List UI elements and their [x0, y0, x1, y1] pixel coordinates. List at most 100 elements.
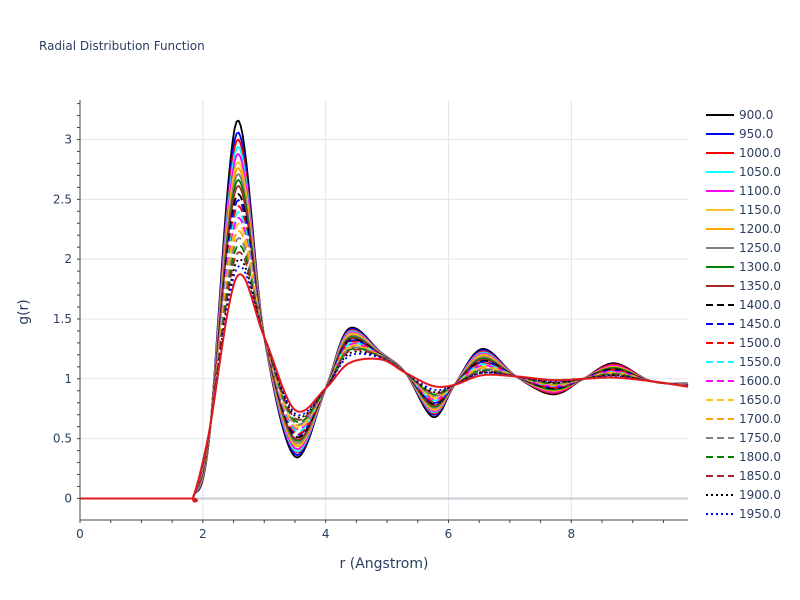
- legend-item[interactable]: 1800.0: [704, 447, 796, 466]
- legend-label: 1450.0: [739, 316, 781, 331]
- series-line: [80, 173, 689, 503]
- x-tick-label: 8: [567, 527, 575, 541]
- series-line: [80, 138, 689, 502]
- legend-item[interactable]: 950.0: [704, 124, 796, 143]
- legend-swatch: [706, 151, 734, 154]
- legend-label: 1200.0: [739, 221, 781, 236]
- legend-label: 1800.0: [739, 449, 781, 464]
- legend-item[interactable]: 1950.0: [704, 504, 796, 523]
- legend-swatch: [706, 227, 734, 230]
- series-line: [80, 184, 689, 503]
- series-line: [80, 178, 689, 503]
- legend-swatch: [706, 113, 734, 116]
- legend-label: 950.0: [739, 126, 774, 141]
- series-line: [80, 265, 689, 503]
- y-tick-label: 2: [64, 252, 72, 266]
- legend-item[interactable]: 1300.0: [704, 257, 796, 276]
- y-tick-label: 3: [64, 132, 72, 146]
- legend-item[interactable]: 1050.0: [704, 162, 796, 181]
- x-tick-label: 0: [76, 527, 84, 541]
- series-line: [80, 152, 689, 503]
- legend-swatch: [706, 208, 734, 211]
- legend-swatch: [706, 246, 734, 249]
- legend-swatch: [706, 265, 734, 268]
- legend-item[interactable]: 1700.0: [704, 409, 796, 428]
- series-line: [80, 145, 689, 502]
- legend-swatch: [706, 189, 734, 192]
- legend-item[interactable]: 1750.0: [704, 428, 796, 447]
- legend-swatch: [706, 512, 734, 515]
- series-line: [80, 258, 689, 503]
- legend-item[interactable]: 1500.0: [704, 333, 796, 352]
- series-layer: [80, 119, 689, 503]
- series-line: [80, 161, 689, 503]
- chart-title: Radial Distribution Function: [39, 39, 205, 53]
- legend-swatch: [706, 455, 734, 458]
- y-tick-label: 2.5: [53, 192, 72, 206]
- legend-label: 1500.0: [739, 335, 781, 350]
- legend-label: 1350.0: [739, 278, 781, 293]
- legend-label: 900.0: [739, 107, 774, 122]
- legend-label: 1600.0: [739, 373, 781, 388]
- legend-label: 1900.0: [739, 487, 781, 502]
- legend-item[interactable]: 1450.0: [704, 314, 796, 333]
- legend-label: 1250.0: [739, 240, 781, 255]
- series-line: [80, 167, 689, 503]
- legend-swatch: [706, 322, 734, 325]
- legend-item[interactable]: 1000.0: [704, 143, 796, 162]
- series-line: [80, 199, 689, 503]
- x-tick-label: 4: [322, 527, 330, 541]
- legend-swatch: [706, 493, 734, 496]
- legend-swatch: [706, 341, 734, 344]
- legend-item[interactable]: 1100.0: [704, 181, 796, 200]
- legend-swatch: [706, 474, 734, 477]
- legend-item[interactable]: 1850.0: [704, 466, 796, 485]
- axes: 0 2 4 6 8 0 0.5 1 1.5 2 2.5 3: [53, 100, 688, 541]
- legend-swatch: [706, 284, 734, 287]
- series-line: [80, 229, 689, 503]
- series-line: [80, 222, 689, 503]
- legend-label: 1300.0: [739, 259, 781, 274]
- grid: [80, 100, 688, 520]
- legend-item[interactable]: 1400.0: [704, 295, 796, 314]
- legend-label: 1000.0: [739, 145, 781, 160]
- legend-item[interactable]: 1350.0: [704, 276, 796, 295]
- legend-swatch: [706, 170, 734, 173]
- legend-swatch: [706, 132, 734, 135]
- legend-item[interactable]: 1200.0: [704, 219, 796, 238]
- legend-label: 1650.0: [739, 392, 781, 407]
- legend-item[interactable]: 1250.0: [704, 238, 796, 257]
- x-tick-label: 6: [445, 527, 453, 541]
- legend: 900.0 950.0 1000.0 1050.0 1100.0 1150.0 1200.0…: [704, 105, 796, 523]
- legend-label: 1400.0: [739, 297, 781, 312]
- legend-item[interactable]: 1650.0: [704, 390, 796, 409]
- legend-item[interactable]: 1900.0: [704, 485, 796, 504]
- legend-swatch: [706, 436, 734, 439]
- y-tick-label: 0: [64, 491, 72, 505]
- legend-label: 1050.0: [739, 164, 781, 179]
- legend-label: 1850.0: [739, 468, 781, 483]
- y-tick-label: 1: [64, 372, 72, 386]
- legend-label: 1750.0: [739, 430, 781, 445]
- x-tick-label: 2: [199, 527, 207, 541]
- series-line: [80, 193, 689, 503]
- legend-swatch: [706, 360, 734, 363]
- legend-label: 1550.0: [739, 354, 781, 369]
- legend-item[interactable]: 1550.0: [704, 352, 796, 371]
- series-line: [80, 205, 689, 503]
- legend-label: 1700.0: [739, 411, 781, 426]
- legend-label: 1100.0: [739, 183, 781, 198]
- legend-item[interactable]: 1600.0: [704, 371, 796, 390]
- legend-item[interactable]: 900.0: [704, 105, 796, 124]
- y-axis-label: g(r): [16, 299, 32, 325]
- legend-swatch: [706, 379, 734, 382]
- legend-item[interactable]: 1150.0: [704, 200, 796, 219]
- series-line: [80, 131, 688, 502]
- series-line: [80, 273, 689, 503]
- legend-swatch: [706, 303, 734, 306]
- series-line: [80, 119, 689, 502]
- legend-swatch: [706, 417, 734, 420]
- y-tick-label: 1.5: [53, 312, 72, 326]
- x-axis-label: r (Angstrom): [340, 556, 429, 572]
